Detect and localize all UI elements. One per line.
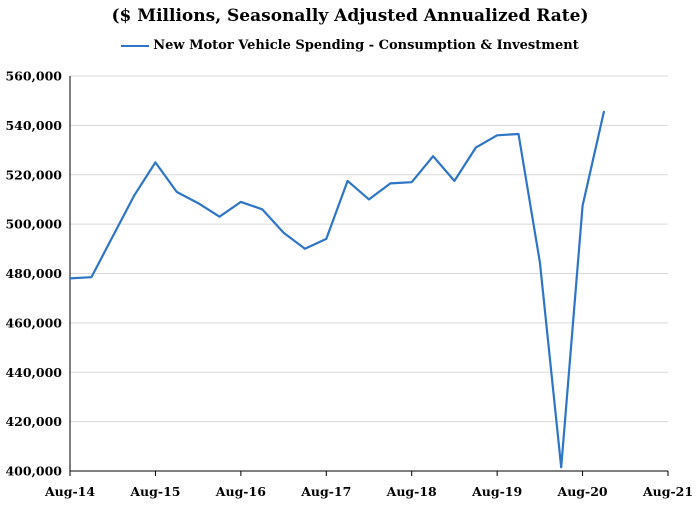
chart-title: ($ Millions, Seasonally Adjusted Annuali… (111, 6, 589, 26)
x-tick-label: Aug-18 (386, 484, 437, 499)
x-tick-label: Aug-17 (300, 484, 351, 499)
x-tick-label: Aug-15 (129, 484, 180, 499)
y-tick-label: 520,000 (5, 167, 62, 182)
y-tick-labels: 400,000 420,000 440,000 460,000 480,000 500,0… (5, 69, 62, 479)
x-tick-label: Aug-14 (44, 484, 95, 499)
series-line (68, 110, 606, 469)
x-tick-label: Aug-19 (471, 484, 522, 499)
y-tick-label: 480,000 (5, 266, 62, 281)
y-tick-label: 440,000 (5, 365, 62, 380)
x-tick-label: Aug-21 (642, 484, 693, 499)
y-tick-label: 500,000 (5, 217, 62, 232)
y-tick-label: 400,000 (5, 464, 62, 479)
axes (69, 76, 669, 476)
x-tick-label: Aug-20 (557, 484, 608, 499)
y-tick-label: 460,000 (5, 315, 62, 330)
y-tick-label: 560,000 (5, 69, 62, 84)
x-tick-label: Aug-16 (215, 484, 266, 499)
legend: New Motor Vehicle Spending - Consumption… (0, 38, 700, 53)
x-tick-labels: Aug-14 Aug-15 Aug-16 Aug-17 Aug-18 Aug-19 Aug-… (44, 484, 693, 499)
y-tick-label: 420,000 (5, 414, 62, 429)
y-tick-label: 540,000 (5, 118, 62, 133)
legend-swatch (121, 44, 150, 47)
legend-label: New Motor Vehicle Spending - Consumption… (153, 38, 579, 53)
series (68, 110, 606, 469)
